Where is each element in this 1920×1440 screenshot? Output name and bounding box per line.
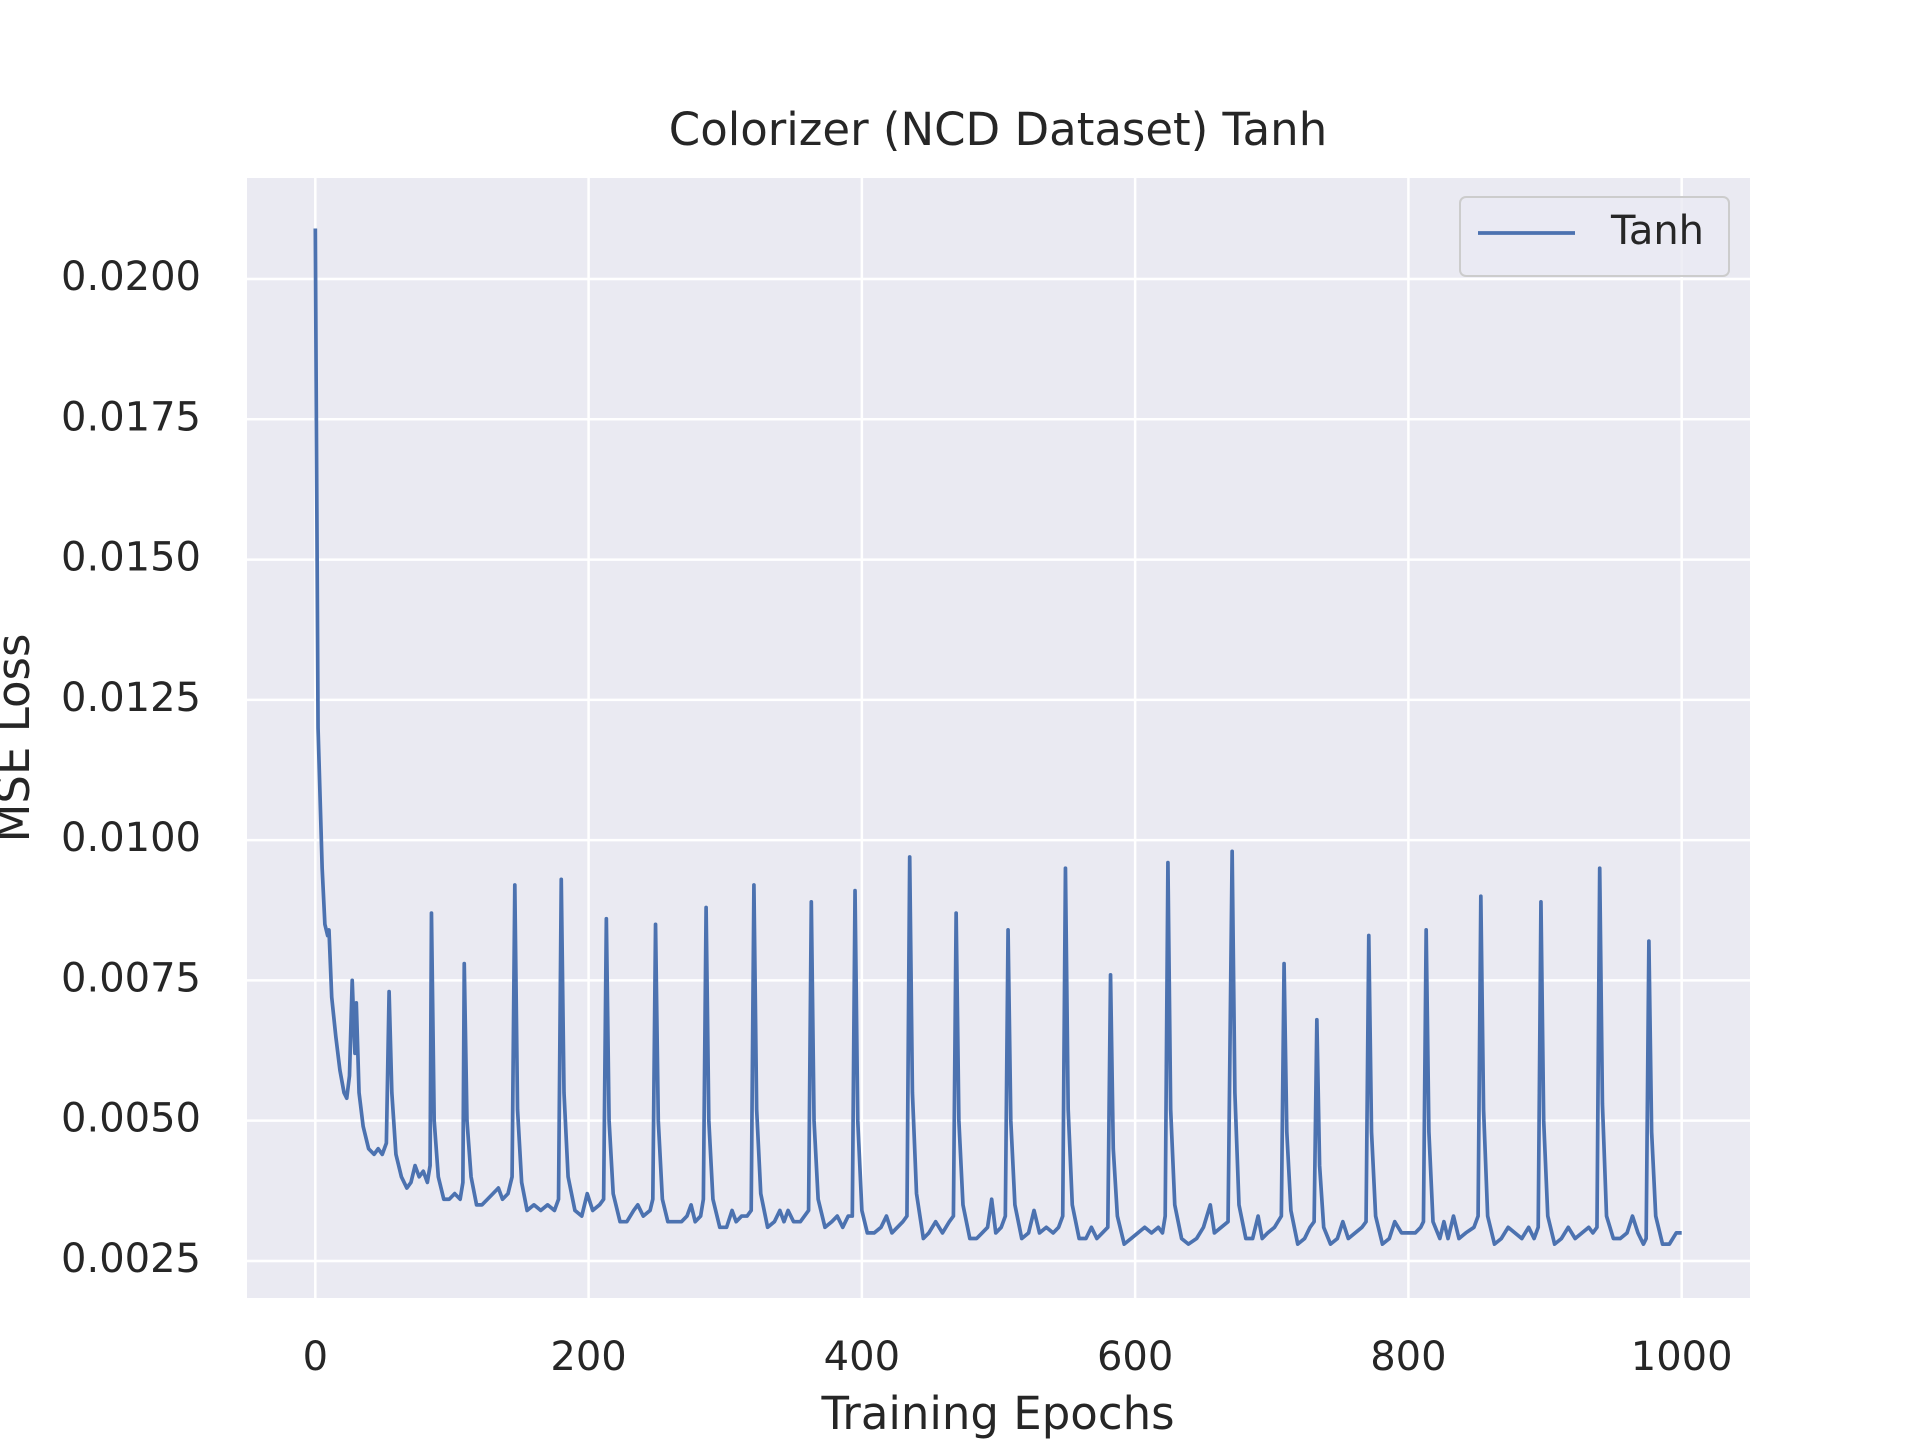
x-tick-label: 800 [1370,1334,1446,1380]
y-tick-label: 0.0175 [61,394,201,440]
plot-area [247,178,1750,1298]
y-tick-label: 0.0025 [61,1236,201,1282]
x-tick-label: 0 [303,1334,328,1380]
chart-title: Colorizer (NCD Dataset) Tanh [669,103,1327,156]
y-tick-label: 0.0100 [61,815,201,861]
legend-label: Tanh [1610,208,1704,254]
y-tick-label: 0.0075 [61,955,201,1001]
y-tick-label: 0.0150 [61,535,201,581]
y-tick-label: 0.0125 [61,675,201,721]
legend-box [1459,196,1730,277]
x-tick-label: 600 [1097,1334,1173,1380]
x-tick-label: 1000 [1631,1334,1733,1380]
x-tick-label: 400 [824,1334,900,1380]
x-tick-label: 200 [550,1334,626,1380]
x-axis-label: Training Epochs [820,1387,1174,1440]
data-line [313,228,1682,1246]
y-axis-label: MSE Loss [0,634,40,843]
y-tick-label: 0.0050 [61,1096,201,1142]
y-tick-label: 0.0200 [61,254,201,300]
